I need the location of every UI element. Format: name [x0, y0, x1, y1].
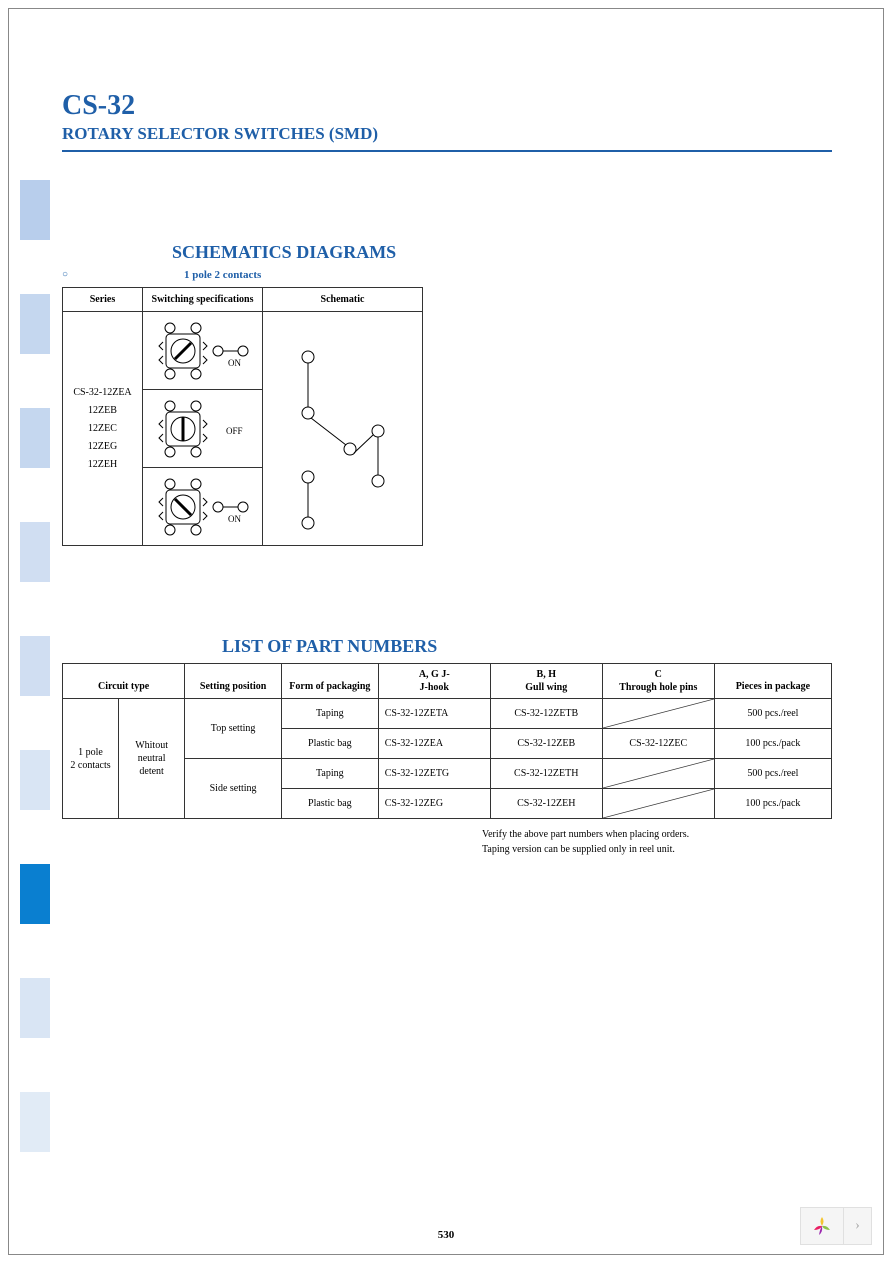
- page-number: 530: [0, 1229, 892, 1241]
- packaging-cell: Taping: [281, 759, 378, 789]
- th-switching-spec: Switching specifications: [143, 288, 263, 312]
- detent-cell: Whitoutneutraldetent: [119, 699, 185, 819]
- chevron-right-icon[interactable]: ›: [843, 1207, 871, 1245]
- packaging-cell: Plastic bag: [281, 789, 378, 819]
- parts-heading: LIST OF PART NUMBERS: [222, 636, 832, 657]
- part-number-cell: CS-32-12ZEH: [490, 789, 602, 819]
- switch-icon: ON: [148, 472, 258, 542]
- switch-icon: ON: [148, 316, 258, 386]
- schematic-diagram-cell: [263, 312, 423, 546]
- series-item: 12ZEC: [67, 420, 138, 438]
- title-underline: [62, 150, 832, 152]
- viewer-widget[interactable]: ›: [800, 1207, 872, 1245]
- part-number-cell: CS-32-12ZETA: [378, 699, 490, 729]
- series-cell: CS-32-12ZEA 12ZEB 12ZEC 12ZEG 12ZEH: [63, 312, 143, 546]
- tab-bar: [20, 408, 50, 468]
- th-gullwing: B, HGull wing: [490, 664, 602, 699]
- schematics-heading: SCHEMATICS DIAGRAMS: [172, 242, 832, 263]
- tab-bar-active: [20, 864, 50, 924]
- th-pieces: Pieces in package: [714, 664, 831, 699]
- part-number-cell: CS-32-12ZEA: [378, 729, 490, 759]
- switch-spec-off: OFF: [143, 390, 263, 468]
- setting-side: Side setting: [185, 759, 282, 819]
- switch-spec-on2: ON: [143, 468, 263, 546]
- product-title: CS-32: [62, 90, 832, 122]
- logo-icon: [801, 1207, 843, 1245]
- packaging-cell: Plastic bag: [281, 729, 378, 759]
- footnotes: Verify the above part numbers when placi…: [482, 827, 832, 857]
- tab-bar: [20, 180, 50, 240]
- part-number-cell: CS-32-12ZEG: [378, 789, 490, 819]
- empty-diagonal-cell: [602, 759, 714, 789]
- pieces-cell: 500 pcs./reel: [714, 759, 831, 789]
- part-numbers-table: Circuit type Setting position Form of pa…: [62, 663, 832, 819]
- th-through-hole: CThrough hole pins: [602, 664, 714, 699]
- tab-bar: [20, 522, 50, 582]
- part-number-cell: CS-32-12ZETB: [490, 699, 602, 729]
- empty-diagonal-cell: [602, 699, 714, 729]
- switch-icon: OFF: [148, 394, 258, 464]
- series-item: 12ZEB: [67, 402, 138, 420]
- circuit-type-cell: 1 pole2 contacts: [63, 699, 119, 819]
- page-content: CS-32 ROTARY SELECTOR SWITCHES (SMD) SCH…: [62, 90, 832, 857]
- schematics-table: Series Switching specifications Schemati…: [62, 287, 423, 546]
- bullet-icon: ○: [62, 269, 68, 280]
- tab-bar: [20, 636, 50, 696]
- th-form-packaging: Form of packaging: [281, 664, 378, 699]
- part-number-cell: CS-32-12ZETH: [490, 759, 602, 789]
- pieces-cell: 500 pcs./reel: [714, 699, 831, 729]
- th-series: Series: [63, 288, 143, 312]
- tab-bar: [20, 1092, 50, 1152]
- series-item: 12ZEH: [67, 456, 138, 474]
- th-schematic: Schematic: [263, 288, 423, 312]
- footnote-line: Taping version can be supplied only in r…: [482, 842, 832, 857]
- tab-bar: [20, 750, 50, 810]
- tab-bar: [20, 294, 50, 354]
- svg-text:ON: ON: [228, 514, 241, 524]
- part-number-cell: CS-32-12ZEC: [602, 729, 714, 759]
- part-number-cell: CS-32-12ZETG: [378, 759, 490, 789]
- svg-text:ON: ON: [228, 358, 241, 368]
- series-item: CS-32-12ZEA: [67, 384, 138, 402]
- pole-contacts-label: 1 pole 2 contacts: [184, 269, 832, 281]
- left-tab-bars: [20, 180, 50, 1152]
- series-item: 12ZEG: [67, 438, 138, 456]
- pieces-cell: 100 pcs./pack: [714, 789, 831, 819]
- pieces-cell: 100 pcs./pack: [714, 729, 831, 759]
- th-circuit-type: Circuit type: [63, 664, 185, 699]
- footnote-line: Verify the above part numbers when placi…: [482, 827, 832, 842]
- empty-diagonal-cell: [602, 789, 714, 819]
- part-number-cell: CS-32-12ZEB: [490, 729, 602, 759]
- tab-bar: [20, 978, 50, 1038]
- schematic-circuit-icon: [268, 317, 418, 537]
- switch-spec-on1: ON: [143, 312, 263, 390]
- setting-top: Top setting: [185, 699, 282, 759]
- packaging-cell: Taping: [281, 699, 378, 729]
- product-subtitle: ROTARY SELECTOR SWITCHES (SMD): [62, 124, 832, 146]
- svg-text:OFF: OFF: [226, 426, 243, 436]
- th-setting-position: Setting position: [185, 664, 282, 699]
- th-jhook: A, G J-J-hook: [378, 664, 490, 699]
